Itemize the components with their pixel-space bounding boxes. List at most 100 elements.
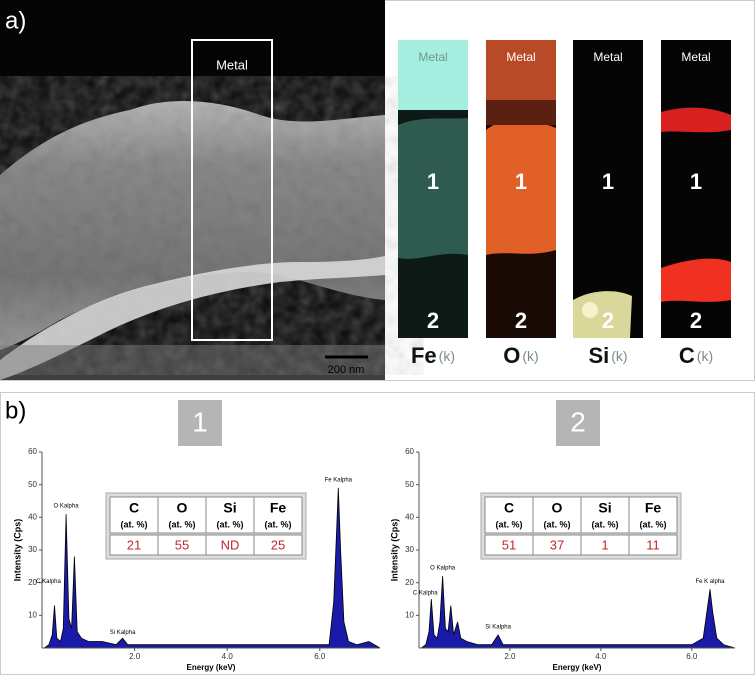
y-axis-label: Intensity (Cps) <box>389 519 399 582</box>
region-label: 1 <box>427 169 439 194</box>
table-head-cell <box>628 496 678 534</box>
table-unit: (at. %) <box>496 519 523 529</box>
table-head: Si <box>598 500 611 516</box>
table-value: 11 <box>646 537 660 552</box>
peak-label: Si Kalpha <box>485 625 511 631</box>
peak-label: O Kalpha <box>54 504 80 510</box>
spectrum-area <box>421 576 735 648</box>
peak-label: Fe Kalpha <box>325 478 353 484</box>
map-top-label: Metal <box>506 50 535 64</box>
y-tick-label: 40 <box>28 512 37 521</box>
table-head-cell <box>109 496 159 534</box>
peak-label: Si Kalpha <box>110 630 136 636</box>
x-tick-label: 6.0 <box>686 652 698 661</box>
table-head-cell <box>253 496 303 534</box>
table-head-cell <box>532 496 582 534</box>
table-unit: (at. %) <box>640 519 667 529</box>
map-top-label: Metal <box>593 50 622 64</box>
table-unit: (at. %) <box>592 519 619 529</box>
element: Fe <box>411 343 437 368</box>
region-label: 2 <box>690 308 702 333</box>
si-map <box>573 40 643 338</box>
table-value: 37 <box>550 537 564 552</box>
x-tick-label: 4.0 <box>222 652 234 661</box>
x-axis-label: Energy (keV) <box>553 663 602 672</box>
map-top-label: Metal <box>681 50 710 64</box>
element: O <box>503 343 520 368</box>
element: C <box>679 343 695 368</box>
region-label: 1 <box>690 169 702 194</box>
y-tick-label: 10 <box>405 610 414 619</box>
o-map <box>486 40 556 338</box>
region-label: 2 <box>515 308 527 333</box>
spectrum-line <box>421 576 736 649</box>
table-unit: (at. %) <box>217 519 244 529</box>
shell: (k) <box>611 348 627 364</box>
y-tick-label: 60 <box>405 447 414 456</box>
y-tick-label: 50 <box>28 480 37 489</box>
element-label: O (k) <box>503 343 538 368</box>
y-tick-label: 50 <box>405 480 414 489</box>
box-label: 1 <box>192 406 208 437</box>
box-label: 2 <box>570 406 586 437</box>
element-label: C (k) <box>679 343 713 368</box>
table-cell <box>253 534 303 556</box>
table-head-cell <box>205 496 255 534</box>
box-label-bg <box>556 400 600 446</box>
x-axis-label: Energy (keV) <box>187 663 236 672</box>
table-head: C <box>129 500 139 516</box>
y-tick-label: 20 <box>405 578 414 587</box>
table-value: 25 <box>271 537 285 552</box>
peak-label: Fe K alpha <box>695 579 725 585</box>
c-map <box>661 40 731 338</box>
shell: (k) <box>522 348 538 364</box>
shell: (k) <box>439 348 455 364</box>
table-value: 55 <box>175 537 189 552</box>
region-label: 2 <box>427 308 439 333</box>
x-tick-label: 6.0 <box>314 652 326 661</box>
fe-map <box>398 40 468 338</box>
region-label: 2 <box>602 308 614 333</box>
table-head: Si <box>223 500 236 516</box>
panel-label: a) <box>5 7 26 34</box>
table-unit: (at. %) <box>265 519 292 529</box>
table-head: Fe <box>270 500 287 516</box>
table-unit: (at. %) <box>121 519 148 529</box>
table-value: 1 <box>601 537 608 552</box>
element-label: Fe (k) <box>411 343 455 368</box>
table-head: Fe <box>645 500 662 516</box>
y-tick-label: 20 <box>28 578 37 587</box>
peak-label: O Kalpha <box>430 566 456 572</box>
x-tick-label: 4.0 <box>595 652 607 661</box>
y-tick-label: 30 <box>405 545 414 554</box>
element-label: Si (k) <box>588 343 627 368</box>
table-head-cell <box>580 496 630 534</box>
table-head-cell <box>484 496 534 534</box>
box-label-bg <box>178 400 222 446</box>
table-head-cell <box>157 496 207 534</box>
x-tick-label: 2.0 <box>129 652 141 661</box>
table-head: O <box>177 500 188 516</box>
y-axis-label: Intensity (Cps) <box>12 519 22 582</box>
y-tick-label: 30 <box>28 545 37 554</box>
y-tick-label: 60 <box>28 447 37 456</box>
x-tick-label: 2.0 <box>504 652 516 661</box>
y-tick-label: 40 <box>405 512 414 521</box>
table-unit: (at. %) <box>169 519 196 529</box>
table-unit: (at. %) <box>544 519 571 529</box>
panel-label: b) <box>5 397 26 424</box>
map-top-label: Metal <box>418 50 447 64</box>
spectrum-line <box>44 487 381 649</box>
region-label: 1 <box>602 169 614 194</box>
element: Si <box>588 343 609 368</box>
table-value: ND <box>221 537 240 552</box>
tem-image <box>0 0 385 380</box>
table-head: O <box>552 500 563 516</box>
region-label: 1 <box>515 169 527 194</box>
table-value: 51 <box>502 537 516 552</box>
shell: (k) <box>697 348 713 364</box>
table-head: C <box>504 500 514 516</box>
table-cell <box>628 534 678 556</box>
peak-label: C Kalpha <box>36 579 61 585</box>
